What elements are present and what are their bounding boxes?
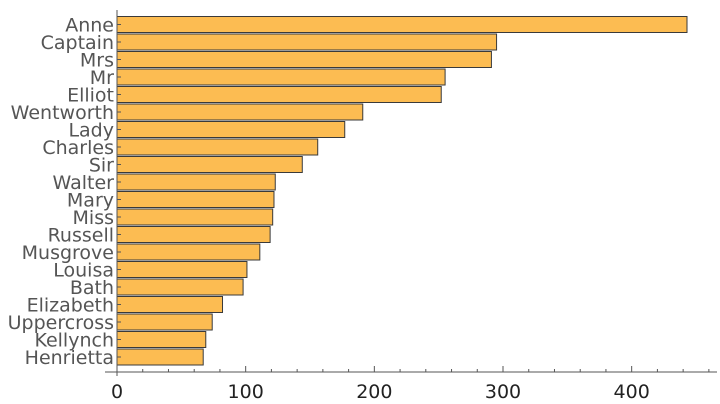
- category-label-uppercross: Uppercross: [8, 312, 114, 334]
- bar-uppercross: [116, 313, 213, 331]
- category-label-captain: Captain: [41, 32, 114, 54]
- category-label-sir: Sir: [89, 155, 114, 177]
- category-label-mr: Mr: [90, 67, 114, 89]
- x-tick-label-0: 0: [111, 381, 123, 403]
- bar-captain: [116, 33, 498, 51]
- bar-mr: [116, 68, 446, 86]
- bar-kellynch: [116, 331, 207, 348]
- bar-charles: [116, 138, 319, 156]
- category-label-bath: Bath: [70, 277, 114, 299]
- bar-sir: [116, 156, 303, 173]
- bars-layer: [116, 16, 688, 366]
- bar-bath: [116, 278, 244, 296]
- x-tick-label-200: 200: [356, 381, 392, 403]
- bar-elizabeth: [116, 296, 224, 313]
- category-label-elizabeth: Elizabeth: [27, 295, 114, 317]
- category-label-anne: Anne: [65, 15, 114, 37]
- x-tick-label-400: 400: [614, 381, 650, 403]
- axes: 0 100 200 300 400: [105, 10, 717, 403]
- bar-mary: [116, 191, 275, 208]
- category-label-louisa: Louisa: [53, 260, 114, 282]
- bar-wentworth: [116, 103, 364, 121]
- bar-russell: [116, 226, 271, 243]
- x-tick-label-300: 300: [485, 381, 521, 403]
- bar-lady: [116, 121, 346, 138]
- category-label-lady: Lady: [68, 120, 114, 142]
- category-label-russell: Russell: [48, 225, 114, 247]
- category-label-walter: Walter: [53, 172, 115, 194]
- category-label-musgrove: Musgrove: [22, 242, 114, 264]
- category-label-mrs: Mrs: [80, 50, 114, 72]
- category-label-henrietta: Henrietta: [25, 347, 114, 369]
- category-label-kellynch: Kellynch: [34, 330, 114, 352]
- category-label-charles: Charles: [42, 137, 114, 159]
- bar-musgrove: [116, 243, 261, 261]
- bar-henrietta: [116, 348, 204, 366]
- category-label-mary: Mary: [67, 190, 114, 212]
- bar-mrs: [116, 51, 492, 68]
- category-label-elliot: Elliot: [67, 85, 114, 107]
- category-label-miss: Miss: [73, 207, 114, 229]
- bar-louisa: [116, 261, 248, 278]
- x-tick-label-100: 100: [228, 381, 264, 403]
- bar-miss: [116, 208, 274, 226]
- bar-anne: [116, 16, 688, 33]
- category-label-wentworth: Wentworth: [11, 102, 114, 124]
- bar-walter: [116, 173, 276, 191]
- category-labels: AnneCaptainMrsMrElliotWentworthLadyCharl…: [8, 15, 115, 370]
- bar-elliot: [116, 86, 442, 103]
